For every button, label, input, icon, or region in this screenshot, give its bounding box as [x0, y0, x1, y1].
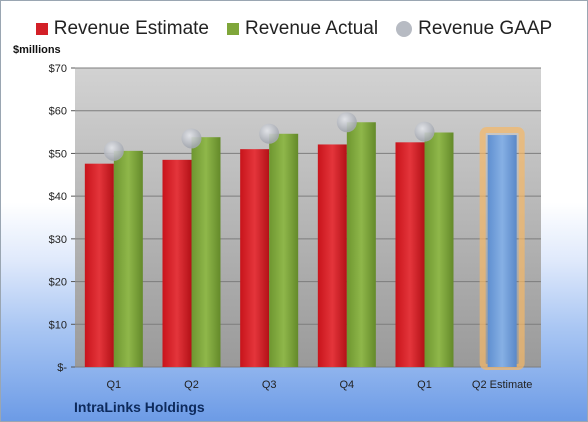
- legend: Revenue Estimate Revenue Actual Revenue …: [1, 17, 587, 41]
- legend-label-actual: Revenue Actual: [245, 18, 379, 39]
- x-tick-label: Q4: [339, 379, 354, 391]
- marker-revenue-gaap: [103, 140, 124, 161]
- legend-item-actual: Revenue Actual: [227, 17, 378, 41]
- y-tick-label: $-: [57, 362, 67, 374]
- x-tick-label: Q2: [184, 379, 199, 391]
- x-tick-label: Q3: [262, 379, 277, 391]
- marker-revenue-gaap: [259, 123, 280, 144]
- bar-revenue-estimate: [84, 163, 114, 367]
- y-tick-label: $40: [49, 191, 67, 203]
- bar-revenue-actual: [269, 133, 299, 367]
- legend-item-gaap: Revenue GAAP: [396, 17, 552, 41]
- x-tick-label: Q1: [106, 379, 121, 391]
- company-name: IntraLinks Holdings: [74, 399, 205, 415]
- y-tick-label: $50: [49, 148, 67, 160]
- y-tick-label: $30: [49, 234, 67, 246]
- bar-q2-estimate: [487, 135, 517, 367]
- gridlines: [75, 67, 541, 368]
- marker-revenue-gaap: [181, 128, 202, 149]
- bars: [84, 122, 525, 370]
- bar-revenue-estimate: [162, 159, 192, 367]
- y-axis: $- $10 $20 $30 $40 $50 $60 $70: [49, 63, 75, 374]
- bar-revenue-estimate: [317, 144, 347, 367]
- legend-item-estimate: Revenue Estimate: [35, 17, 209, 41]
- x-tick-label: Q1: [417, 379, 432, 391]
- marker-revenue-gaap: [336, 112, 357, 133]
- x-tick-label: Q2 Estimate: [472, 379, 533, 391]
- bar-revenue-estimate: [395, 142, 425, 367]
- marker-revenue-gaap: [414, 121, 435, 142]
- legend-swatch-estimate: [35, 23, 48, 35]
- bar-revenue-estimate: [240, 149, 270, 367]
- bar-revenue-actual: [346, 122, 376, 367]
- y-tick-label: $70: [49, 63, 67, 75]
- legend-swatch-actual: [227, 23, 239, 35]
- bar-revenue-actual: [191, 137, 221, 367]
- x-axis: Q1 Q2 Q3 Q4 Q1 Q2 Estimate: [106, 379, 532, 391]
- y-axis-units-label: $millions: [13, 44, 61, 56]
- y-tick-label: $20: [49, 277, 67, 289]
- gaap-markers: [103, 112, 435, 161]
- y-tick-label: $60: [49, 106, 67, 118]
- legend-label-gaap: Revenue GAAP: [418, 18, 553, 39]
- y-tick-label: $10: [49, 319, 67, 331]
- legend-swatch-gaap: [396, 21, 413, 37]
- legend-label-estimate: Revenue Estimate: [53, 18, 209, 39]
- bar-revenue-actual: [424, 132, 454, 367]
- plot-area: [75, 68, 541, 367]
- bar-revenue-actual: [113, 150, 143, 367]
